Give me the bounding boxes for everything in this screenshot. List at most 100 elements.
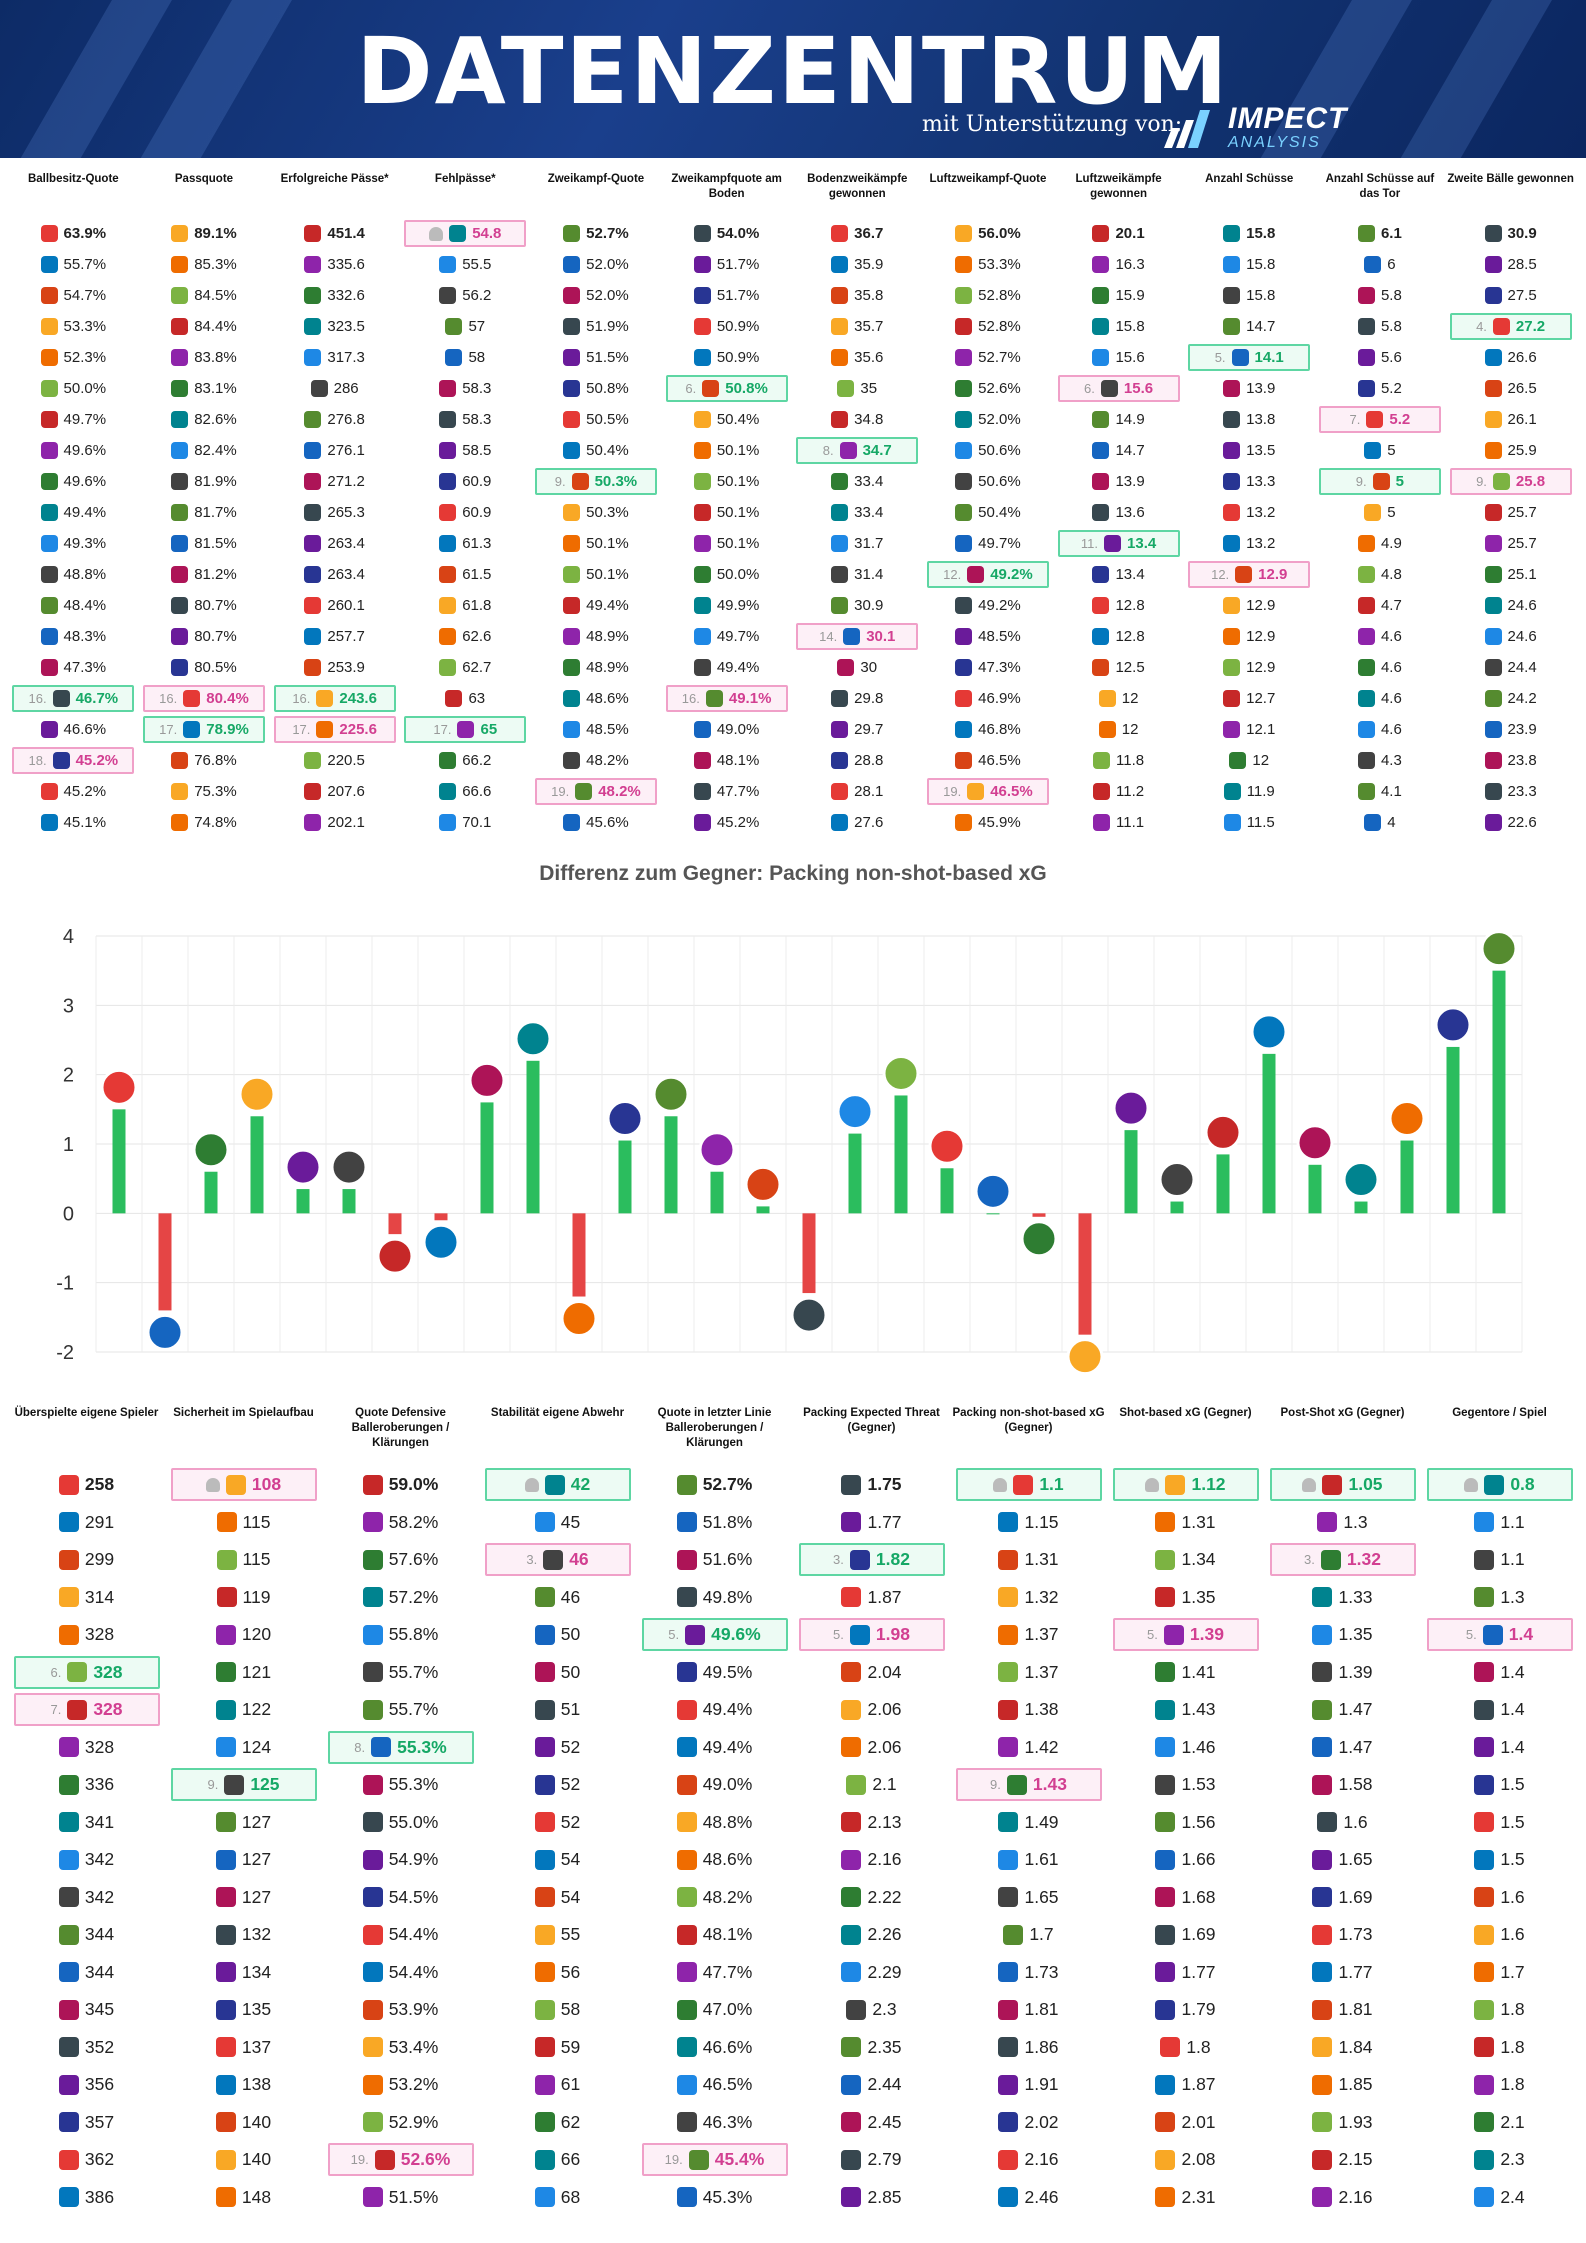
stat-value: 335.6 [327, 256, 365, 273]
table-cell: 50.1% [531, 559, 662, 590]
table-cell: 50.8% [531, 373, 662, 404]
club-crest-icon [1155, 1849, 1176, 1870]
stat-cell: 45.3% [642, 2181, 788, 2214]
stat-value: 1.87 [867, 1586, 902, 1607]
stat-value: 78.9% [206, 721, 249, 738]
rank-label: 4. [1476, 319, 1487, 334]
stat-cell: 48.1% [642, 1918, 788, 1951]
stat-cell: 26.1 [1450, 406, 1572, 433]
club-crest-icon [439, 535, 457, 552]
stat-cell: 137 [171, 2031, 317, 2064]
club-crest-icon [171, 411, 189, 428]
stat-cell: 50.4% [927, 499, 1049, 526]
table-cell: 9. 25.8 [1445, 466, 1576, 497]
table-cell: 26.5 [1445, 373, 1576, 404]
table-cell: 115 [165, 1504, 322, 1542]
table-cell: 45.2% [661, 807, 792, 838]
stat-cell: 80.5% [143, 654, 265, 681]
stat-value: 61 [560, 2074, 581, 2095]
table-cell: 1.42 [950, 1729, 1107, 1767]
club-crest-icon [171, 256, 189, 273]
stat-cell: 1.37 [956, 1656, 1102, 1689]
club-crest-icon [1474, 1849, 1495, 1870]
stat-cell: 1.39 [1270, 1656, 1416, 1689]
stat-cell: 276.8 [274, 406, 396, 433]
stat-value: 352 [84, 2036, 115, 2057]
stat-value: 263.4 [327, 535, 365, 552]
stat-cell: 52.6% [927, 375, 1049, 402]
stat-cell: 81.7% [143, 499, 265, 526]
table-cell: 50.0% [8, 373, 139, 404]
stat-cell: 2.08 [1113, 2143, 1259, 2176]
table-cell: 4.6 [1315, 714, 1446, 745]
stat-cell: 1.47 [1270, 1731, 1416, 1764]
stat-cell: 46.5% [927, 747, 1049, 774]
table-cell: 49.9% [661, 590, 792, 621]
stat-value: 1.31 [1181, 1511, 1216, 1532]
table-cell: 48.8% [8, 559, 139, 590]
table-cell: 119 [165, 1579, 322, 1617]
stat-cell: 1.75 [799, 1468, 945, 1501]
club-crest-icon [998, 2037, 1019, 2058]
stat-cell: 54.4% [328, 1956, 474, 1989]
column-header: Shot-based xG (Gegner) [1119, 1407, 1252, 1419]
club-crest-icon [40, 783, 58, 800]
club-crest-icon [563, 318, 581, 335]
rank-label: 17. [433, 722, 452, 737]
club-crest-icon [1484, 597, 1502, 614]
club-crest-icon [676, 2112, 697, 2133]
club-crest-icon [58, 1624, 79, 1645]
stat-value: 50.1% [586, 566, 629, 583]
stat-cell: 1.31 [1113, 1506, 1259, 1539]
club-crest-icon [422, 1223, 460, 1261]
stat-value: 61.8 [462, 597, 492, 614]
club-crest-icon [676, 2037, 697, 2058]
club-crest-icon [1474, 1662, 1495, 1683]
club-crest-icon [1474, 1812, 1495, 1833]
stat-cell: 45.2% [12, 778, 134, 805]
stat-value: 80.4% [206, 690, 249, 707]
club-crest-icon [439, 814, 457, 831]
club-crest-icon [1155, 2187, 1176, 2208]
stat-cell: 54.5% [328, 1881, 474, 1914]
stat-cell: 49.4% [12, 499, 134, 526]
stat-cell: 50.1% [535, 530, 657, 557]
club-crest-icon [998, 1662, 1019, 1683]
stat-value: 1.65 [1024, 1886, 1059, 1907]
club-crest-icon [304, 411, 322, 428]
stat-cell: 54.0% [666, 220, 788, 247]
stat-value: 49.7% [63, 411, 107, 428]
stat-value: 50.8% [586, 380, 629, 397]
table-cell: 1.8 [1421, 2029, 1578, 2067]
table-cell: 17. 65 [400, 714, 531, 745]
stat-value: 0.8 [1510, 1474, 1535, 1495]
table-cell: 1.5 [1421, 1766, 1578, 1804]
table-cell: 49.7% [8, 404, 139, 435]
stat-value: 15.8 [1246, 256, 1276, 273]
stat-cell: 1.3 [1427, 1581, 1573, 1614]
club-crest-icon [534, 1624, 555, 1645]
club-crest-icon [304, 442, 322, 459]
club-crest-icon [1312, 1587, 1333, 1608]
table-cell: 13.8 [1184, 404, 1315, 435]
column-header: Stabilität eigene Abwehr [490, 1407, 625, 1419]
club-crest-icon [40, 721, 58, 738]
table-cell: 127 [165, 1879, 322, 1917]
stat-cell: 12.5 [1058, 654, 1180, 681]
table-cell: 5.8 [1315, 280, 1446, 311]
stat-value: 1.69 [1181, 1924, 1216, 1945]
table-cell: 1.05 [1264, 1466, 1421, 1504]
stat-cell: 12.8 [1058, 623, 1180, 650]
bar [480, 1102, 494, 1214]
club-crest-icon [439, 380, 457, 397]
table-cell: 49.5% [636, 1654, 793, 1692]
stat-value: 66.6 [462, 783, 492, 800]
table-cell: 24.2 [1445, 683, 1576, 714]
stat-value: 2.04 [867, 1661, 902, 1682]
stat-value: 12.9 [1258, 566, 1288, 583]
table-cell: 1.39 [1264, 1654, 1421, 1692]
stat-value: 1.1 [1500, 1549, 1525, 1570]
column-header: Ballbesitz-Quote [27, 173, 119, 185]
table-cell: 1.75 [793, 1466, 950, 1504]
club-crest-icon [534, 2187, 555, 2208]
